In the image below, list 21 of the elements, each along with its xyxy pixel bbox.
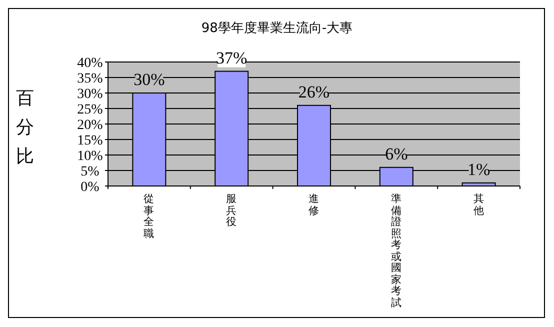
ytick: 0%: [80, 180, 100, 195]
ytick: 10%: [77, 149, 103, 164]
ytick: 15%: [77, 134, 103, 148]
title: 98學年度畢業生流向-大專: [201, 21, 353, 36]
value-label: 26%: [298, 82, 330, 102]
ytick: 40%: [77, 56, 103, 71]
xtick: 從事全職: [143, 194, 155, 240]
ytick: 35%: [77, 72, 103, 86]
ytick: 30%: [77, 87, 103, 102]
value-label: 1%: [467, 160, 490, 179]
xtick: 進修: [308, 194, 320, 217]
ytick: 5%: [80, 164, 100, 180]
xtick: 準備證照考或國家考試: [390, 194, 402, 309]
xtick: 其他: [473, 194, 485, 217]
ytick: 20%: [77, 118, 103, 133]
ylabel: 百分比: [15, 87, 35, 169]
value-label: 37%: [216, 48, 248, 68]
xtick: 服兵役: [226, 194, 238, 228]
value-label: 6%: [385, 144, 408, 164]
ytick: 25%: [77, 102, 103, 118]
value-label: 30%: [134, 70, 165, 89]
